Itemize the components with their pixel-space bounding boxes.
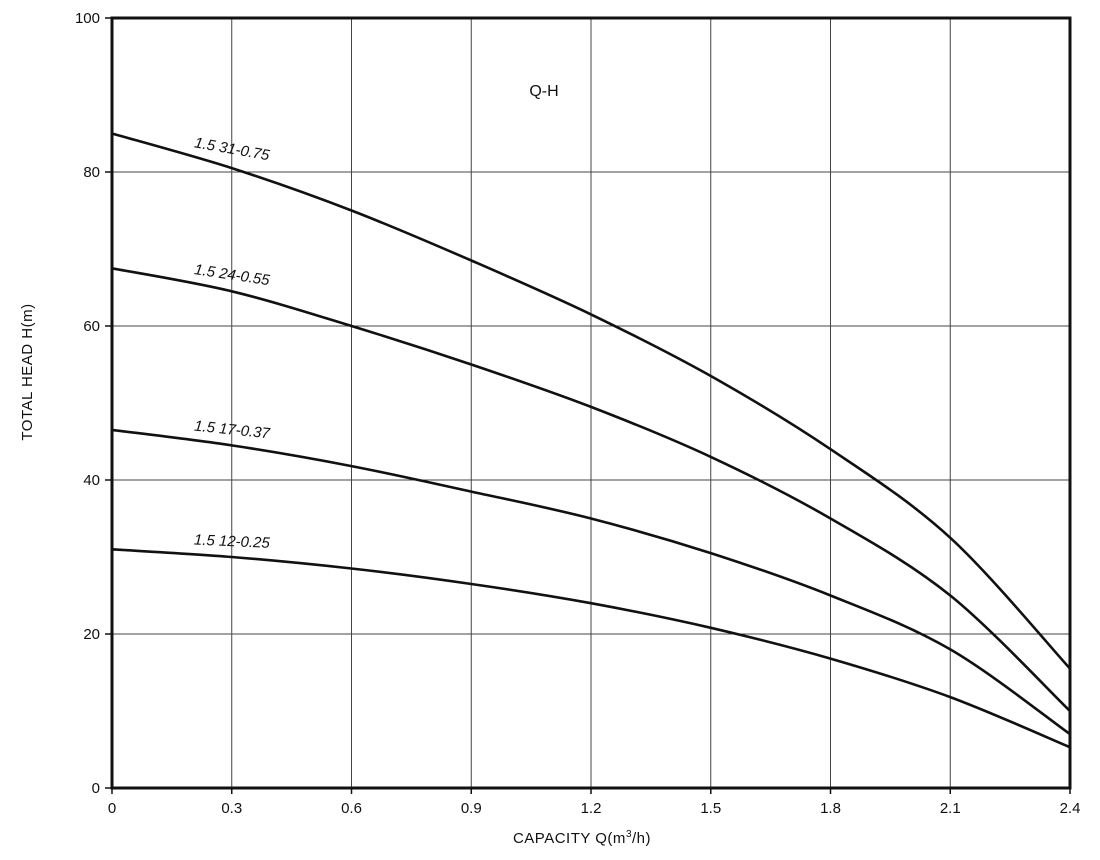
y-tick-label: 60 <box>83 318 100 335</box>
x-tick-label: 2.1 <box>940 800 961 817</box>
y-tick-label: 40 <box>83 472 100 489</box>
chart-title: Q-H <box>529 83 558 100</box>
x-axis-title-end: /h) <box>632 830 651 847</box>
x-axis-title-sup: 3 <box>626 829 632 840</box>
curves <box>111 132 1071 749</box>
tick-labels: 0 0.3 0.6 0.9 1.2 1.5 1.8 2.1 2.4 0 20 40 60 80 100 <box>75 10 1080 817</box>
x-tick-label: 1.5 <box>700 800 721 817</box>
series-label-3: 1.5 17-0.37 <box>193 418 271 443</box>
y-tick-label: 100 <box>75 10 100 27</box>
x-axis-title: CAPACITY Q(m3/h) <box>513 829 651 847</box>
series-curve-1 <box>111 132 1071 670</box>
series-label-4: 1.5 12-0.25 <box>194 532 271 552</box>
x-tick-label: 1.8 <box>820 800 841 817</box>
series-curve-3 <box>111 428 1071 736</box>
y-tick-label: 20 <box>83 626 100 643</box>
x-tick-label: 0.6 <box>341 800 362 817</box>
grid <box>111 17 1071 789</box>
x-axis-title-main: CAPACITY Q(m <box>513 830 626 847</box>
x-tick-label: 0.9 <box>461 800 482 817</box>
x-tick-label: 0 <box>108 800 116 817</box>
series-curve-4 <box>111 548 1071 749</box>
x-tick-label: 1.2 <box>581 800 602 817</box>
x-tick-label: 0.3 <box>221 800 242 817</box>
y-axis-title: TOTAL HEAD H(m) <box>19 303 36 440</box>
y-tick-label: 80 <box>83 164 100 181</box>
series-curve-2 <box>111 267 1071 712</box>
x-tick-label: 2.4 <box>1060 800 1081 817</box>
y-tick-label: 0 <box>92 780 100 797</box>
